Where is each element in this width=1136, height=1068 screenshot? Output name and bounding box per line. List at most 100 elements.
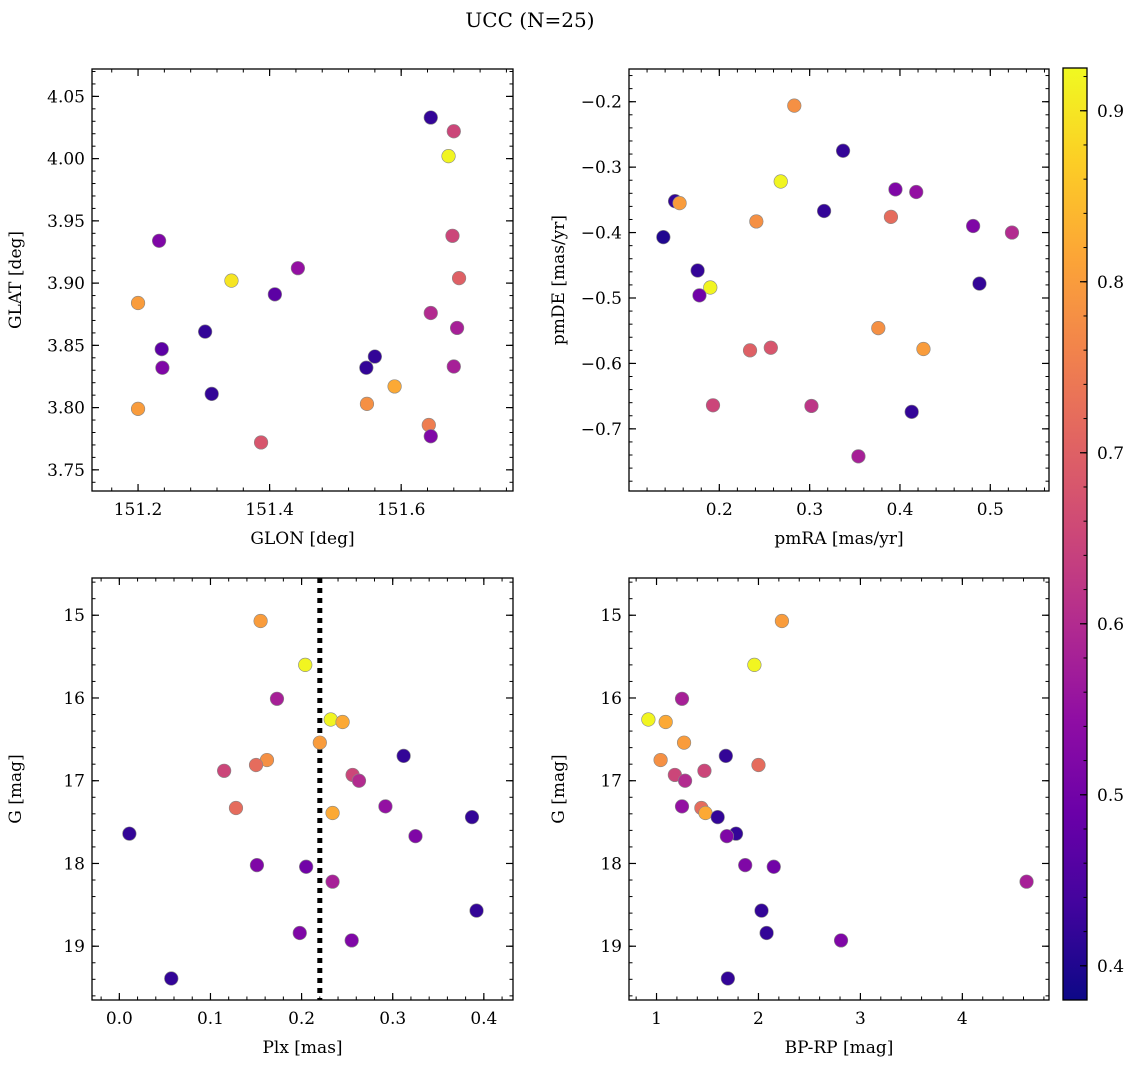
scatter-point bbox=[323, 712, 338, 727]
panel-2: 0.2 0.3 0.4 0.5 −0.7 −0.6 −0.5 −0.4 −0.3 −0.2 pmRA… bbox=[549, 68, 1050, 549]
y-tick-label: 19 bbox=[63, 937, 85, 957]
scatter-point bbox=[672, 196, 687, 211]
y-tick-label: 3.85 bbox=[47, 336, 85, 356]
colorbar-gradient bbox=[1062, 67, 1088, 1001]
scatter-point bbox=[469, 903, 484, 918]
scatter-point bbox=[720, 971, 735, 986]
scatter-point bbox=[224, 273, 239, 288]
x-tick-label: 151.6 bbox=[377, 500, 426, 520]
scatter-point bbox=[451, 271, 467, 286]
y-tick-label: −0.5 bbox=[581, 289, 622, 309]
scatter-point bbox=[299, 859, 314, 874]
x-tick-label: 0.4 bbox=[470, 1009, 497, 1029]
y-tick-label: −0.3 bbox=[581, 158, 622, 178]
scatter-point bbox=[423, 429, 438, 444]
y-tick-label: 4.05 bbox=[47, 87, 85, 107]
scatter-point bbox=[804, 398, 819, 414]
scatter-point bbox=[441, 149, 456, 164]
scatter-point bbox=[751, 757, 766, 773]
y-tick-label: 15 bbox=[600, 606, 622, 626]
y-tick-label: 18 bbox=[63, 854, 85, 874]
x-tick-label: 0.1 bbox=[197, 1009, 224, 1029]
scatter-point bbox=[653, 752, 668, 768]
x-tick-label: 3 bbox=[855, 1009, 866, 1029]
scatter-point bbox=[387, 379, 402, 394]
colorbar-tick-label: 0.6 bbox=[1097, 615, 1124, 635]
scatter-point bbox=[658, 714, 673, 730]
x-tick-label: 0.3 bbox=[379, 1009, 406, 1029]
scatter-point bbox=[904, 404, 919, 419]
scatter-point bbox=[298, 657, 313, 672]
scatter-point bbox=[351, 773, 367, 788]
y-tick-label: −0.2 bbox=[581, 93, 622, 113]
scatter-point bbox=[253, 435, 269, 450]
y-tick-label: 4.00 bbox=[47, 150, 85, 170]
x-tick-label: 0.5 bbox=[977, 500, 1004, 520]
scatter-point bbox=[292, 925, 307, 941]
scatter-point bbox=[697, 763, 712, 778]
scatter-point bbox=[151, 233, 167, 248]
panel-4: 1 2 3 4 15 16 17 18 19 BP-RP [mag] G [mag] bbox=[549, 577, 1050, 1058]
scatter-point bbox=[742, 343, 758, 358]
x-tick-label: 4 bbox=[957, 1009, 968, 1029]
scatter-point bbox=[164, 971, 179, 986]
scatter-point bbox=[774, 613, 790, 629]
scatter-point bbox=[335, 714, 350, 730]
scatter-point bbox=[883, 209, 899, 224]
y-tick-label: 16 bbox=[600, 689, 622, 709]
scatter-point bbox=[692, 288, 707, 303]
y-tick-label: −0.7 bbox=[581, 420, 622, 440]
x-tick-label: 1 bbox=[651, 1009, 662, 1029]
scatter-point bbox=[464, 810, 480, 825]
scatter-point bbox=[344, 933, 359, 948]
scatter-point bbox=[916, 341, 931, 357]
x-axis-label: Plx [mas] bbox=[262, 1038, 342, 1058]
scatter-point bbox=[249, 858, 265, 873]
scatter-point bbox=[833, 933, 849, 948]
x-tick-label: 0.2 bbox=[706, 500, 733, 520]
scatter-point bbox=[378, 799, 393, 814]
scatter-point bbox=[888, 182, 903, 197]
scatter-point bbox=[703, 280, 718, 295]
panel-1: 151.2 151.4 151.6 3.75 3.80 3.85 3.90 3.95 4.00 4… bbox=[6, 68, 514, 549]
scatter-point bbox=[835, 143, 851, 158]
scatter-point bbox=[154, 341, 169, 357]
axes-frame bbox=[628, 68, 1050, 492]
scatter-point bbox=[217, 763, 232, 778]
x-tick-label: 151.4 bbox=[245, 500, 294, 520]
scatter-point bbox=[1004, 225, 1020, 240]
scatter-point bbox=[269, 691, 285, 706]
scatter-point bbox=[312, 735, 327, 750]
y-tick-label: 3.80 bbox=[47, 399, 85, 419]
scatter-point bbox=[851, 449, 866, 464]
x-tick-label: 2 bbox=[753, 1009, 764, 1029]
x-tick-label: 0.2 bbox=[288, 1009, 315, 1029]
scatter-point bbox=[290, 261, 305, 276]
scatter-point bbox=[710, 810, 725, 825]
scatter-point bbox=[130, 401, 146, 416]
scatter-point bbox=[972, 276, 987, 291]
scatter-point bbox=[674, 799, 690, 814]
y-tick-label: −0.4 bbox=[581, 224, 622, 244]
scatter-point bbox=[738, 858, 753, 873]
colorbar-tick-label: 0.7 bbox=[1097, 444, 1124, 464]
scatter-point bbox=[766, 859, 781, 874]
scatter-point bbox=[446, 359, 461, 374]
scatter-point bbox=[787, 98, 802, 113]
y-tick-label: 17 bbox=[63, 772, 85, 792]
scatter-point bbox=[698, 805, 713, 821]
x-tick-label: 0.3 bbox=[796, 500, 823, 520]
panels: 151.2 151.4 151.6 3.75 3.80 3.85 3.90 3.95 4.00 4… bbox=[6, 68, 1050, 1058]
scatter-point bbox=[656, 230, 671, 245]
scatter-point bbox=[359, 396, 375, 411]
scatter-point bbox=[449, 320, 465, 336]
scatter-point bbox=[446, 124, 461, 139]
y-tick-label: 19 bbox=[600, 937, 622, 957]
y-tick-label: −0.6 bbox=[581, 354, 622, 374]
scatter-point bbox=[408, 829, 423, 844]
scatter-point bbox=[325, 805, 340, 821]
y-tick-label: 3.95 bbox=[47, 212, 85, 232]
figure-title: UCC (N=25) bbox=[465, 8, 594, 32]
axes-frame bbox=[628, 577, 1050, 1001]
